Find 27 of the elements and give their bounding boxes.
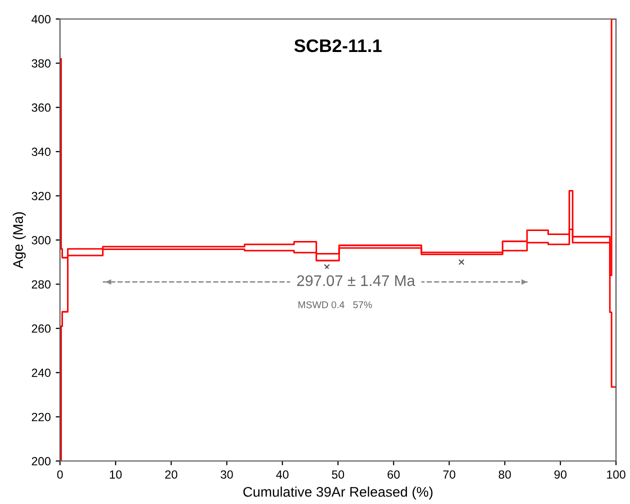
x-tick-label: 20 [165, 470, 178, 479]
y-tick-label: 320 [32, 192, 51, 200]
y-axis-title: Age (Ma) [12, 212, 26, 269]
y-tick-label: 240 [32, 368, 51, 377]
x-tick-label: 80 [498, 470, 511, 479]
x-tick-label: 30 [220, 470, 233, 479]
x-axis-title: Cumulative 39Ar Released (%) [243, 486, 432, 500]
text: SCB2-11.1 [294, 39, 382, 52]
annotation: 297.07 ± 1.47 Ma [297, 275, 416, 286]
y-tick-label: 300 [32, 236, 51, 244]
x-tick-label: 70 [443, 470, 456, 479]
x-tick-label: 40 [276, 470, 289, 479]
x-tick-label: 0 [57, 470, 63, 479]
y-tick-label: 400 [32, 15, 51, 24]
annotation: MSWD 0.4 57% [298, 301, 372, 308]
x-tick-label: 100 [607, 470, 626, 479]
y-tick-label: 380 [32, 59, 51, 68]
y-tick-label: 260 [32, 324, 51, 333]
y-tick-label: 200 [32, 457, 51, 466]
x-tick-label: 10 [110, 470, 122, 479]
y-tick-label: 360 [32, 103, 51, 112]
y-tick-label: 340 [32, 148, 51, 156]
x-tick-label: 60 [388, 470, 400, 479]
y-tick-label: 280 [32, 280, 51, 289]
y-tick-label: 220 [32, 412, 51, 422]
x-tick-label: 90 [554, 470, 567, 479]
x-tick-label: 50 [332, 470, 344, 479]
